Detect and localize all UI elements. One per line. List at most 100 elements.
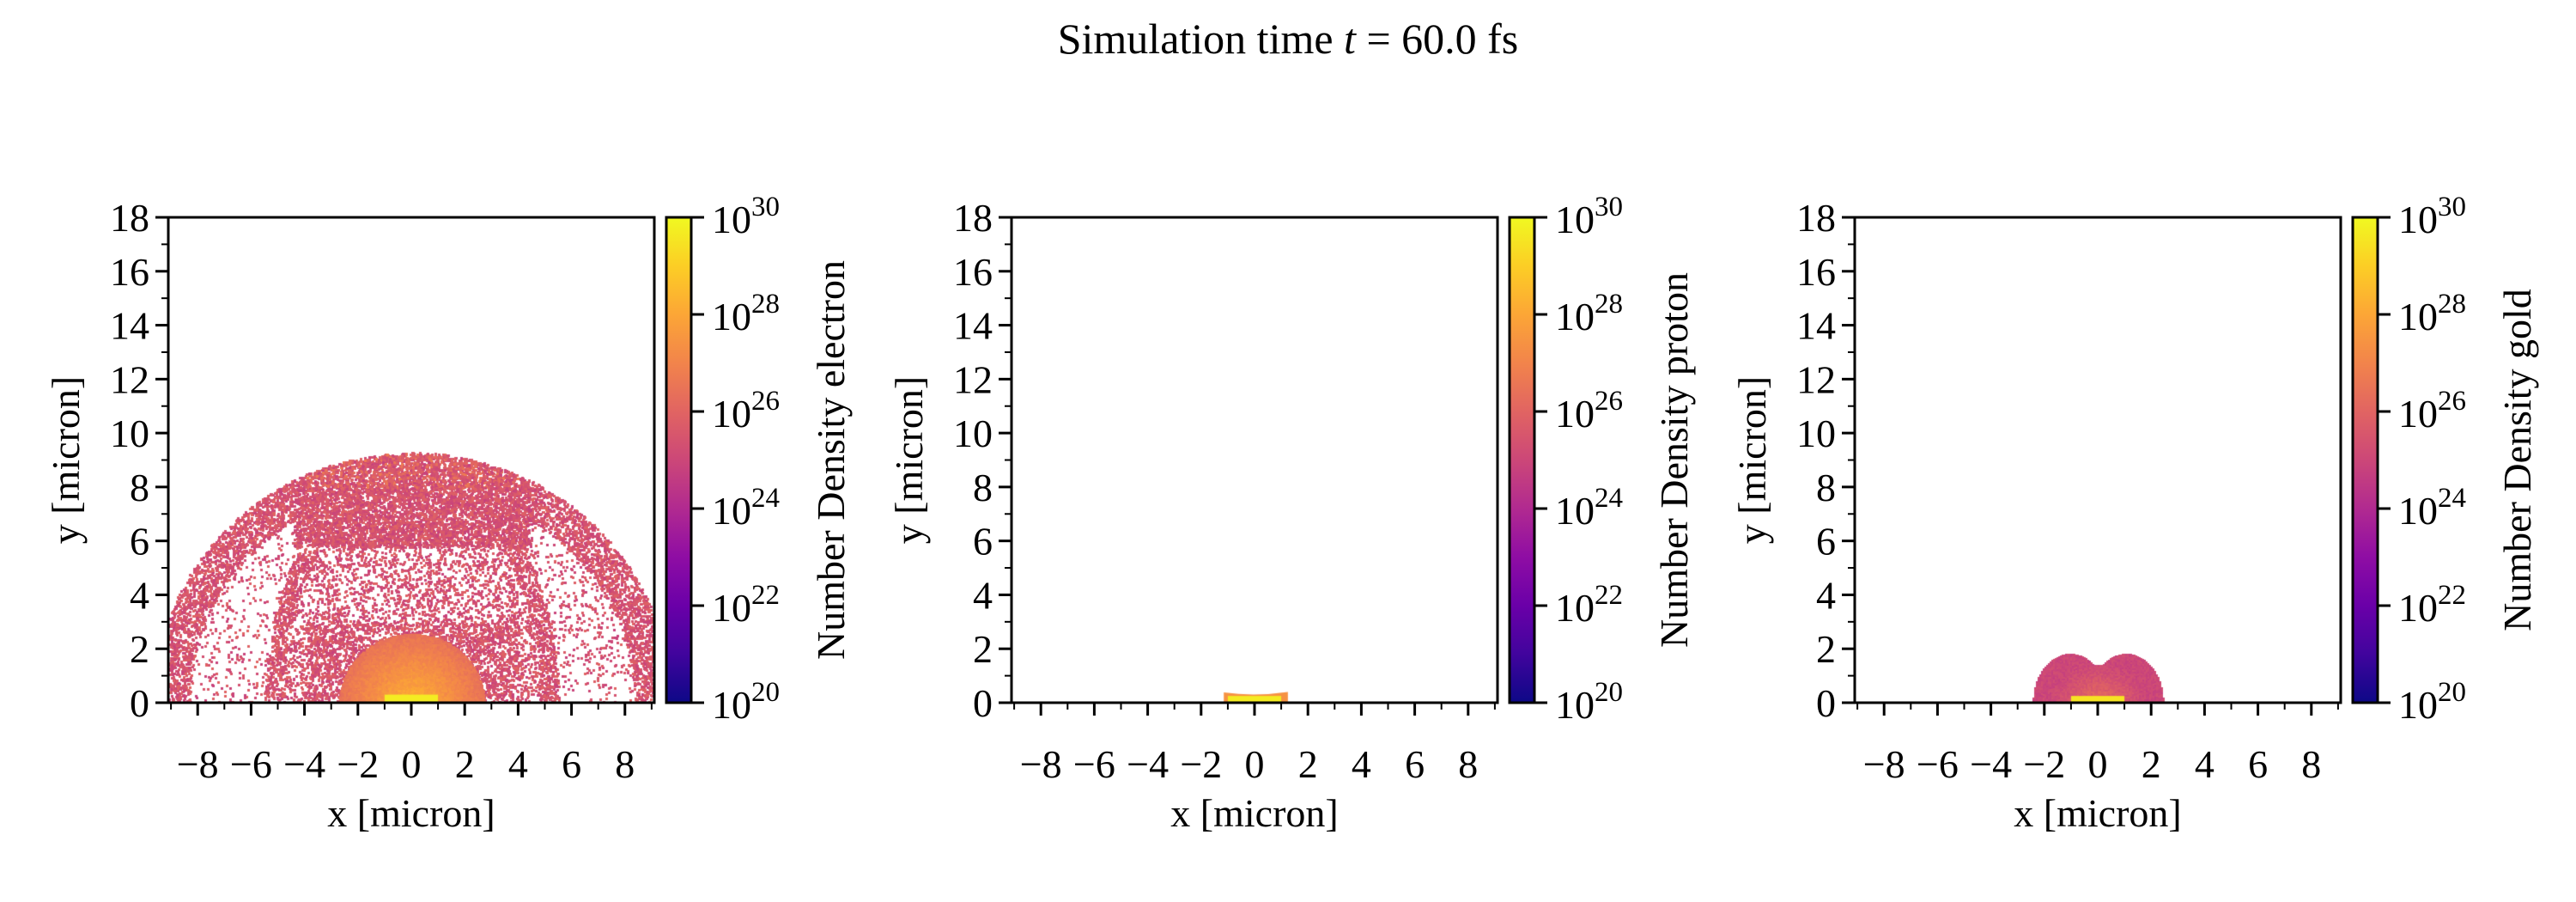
x-tick-label: −6 <box>1917 742 1959 786</box>
colorbar-tick-label: 1022 <box>2398 580 2466 630</box>
y-tick-label: 16 <box>110 250 149 294</box>
colorbar-tick-base: 10 <box>712 683 751 727</box>
colorbar-tick-label: 1026 <box>712 386 780 436</box>
y-tick-label: 14 <box>953 304 993 348</box>
colorbar-tick-label: 1020 <box>2398 677 2466 727</box>
colorbar-tick-exponent: 22 <box>1595 580 1623 611</box>
colorbar-tick-base: 10 <box>1555 198 1595 241</box>
figure-title: Simulation time t = 60.0 fs <box>1058 15 1519 63</box>
colorbar-tick-exponent: 26 <box>1595 386 1623 417</box>
proton-density-map <box>1012 217 1498 703</box>
colorbar-tick-base: 10 <box>712 198 751 241</box>
y-tick-label: 10 <box>110 411 149 455</box>
y-axis-label: y [micron] <box>1730 376 1774 544</box>
colorbar-tick-base: 10 <box>712 392 751 436</box>
colorbar-tick-label: 1022 <box>712 580 780 630</box>
y-tick-label: 16 <box>1796 250 1836 294</box>
colorbar-tick-exponent: 24 <box>2438 483 2466 514</box>
x-tick-label: −2 <box>1180 742 1222 786</box>
x-tick-label: −4 <box>1970 742 2012 786</box>
colorbar-tick-base: 10 <box>1555 489 1595 533</box>
x-tick-label: 8 <box>615 742 635 786</box>
colorbar-tick-base: 10 <box>2398 295 2438 338</box>
colorbar-tick-exponent: 22 <box>751 580 780 611</box>
colorbar-tick-exponent: 30 <box>1595 192 1623 222</box>
y-tick-label: 14 <box>110 304 149 348</box>
colorbar-tick-exponent: 20 <box>751 677 780 708</box>
electron-density-map <box>168 217 654 703</box>
y-tick-label: 2 <box>973 627 993 671</box>
colorbar-tick-label: 1020 <box>1555 677 1623 727</box>
colorbar-label: Number Density gold <box>2495 289 2539 631</box>
colorbar-tick-base: 10 <box>2398 586 2438 630</box>
title-prefix: Simulation time <box>1058 15 1344 63</box>
x-tick-label: 4 <box>1352 742 1371 786</box>
x-axis-label: x [micron] <box>327 791 495 835</box>
x-tick-label: 2 <box>455 742 475 786</box>
x-tick-label: 8 <box>1458 742 1478 786</box>
y-tick-label: 16 <box>953 250 993 294</box>
colorbar-tick-label: 1030 <box>712 192 780 241</box>
y-tick-label: 18 <box>1796 196 1836 240</box>
colorbar-tick-label: 1030 <box>2398 192 2466 241</box>
axes-frame <box>1853 216 2342 704</box>
colorbar-tick-base: 10 <box>1555 586 1595 630</box>
colorbar-tick-base: 10 <box>1555 683 1595 727</box>
y-tick-label: 6 <box>130 520 149 564</box>
colorbar-tick-exponent: 20 <box>2438 677 2466 708</box>
y-tick-label: 14 <box>1796 304 1836 348</box>
colorbar-tick-base: 10 <box>712 586 751 630</box>
y-tick-label: 18 <box>110 196 149 240</box>
x-tick-label: −2 <box>337 742 379 786</box>
x-tick-label: 4 <box>508 742 528 786</box>
axes-frame <box>1010 216 1499 704</box>
colorbar-tick-exponent: 30 <box>2438 192 2466 222</box>
colorbar-tick-label: 1024 <box>2398 483 2466 533</box>
colorbar-tick-label: 1026 <box>2398 386 2466 436</box>
x-tick-label: 0 <box>402 742 422 786</box>
y-tick-label: 6 <box>1816 520 1836 564</box>
colorbar-tick-exponent: 24 <box>751 483 780 514</box>
title-variable: t <box>1344 15 1357 63</box>
colorbar <box>1508 216 1536 704</box>
colorbar-tick-base: 10 <box>712 295 751 338</box>
colorbar-tick-exponent: 28 <box>751 289 780 320</box>
x-axis-label: x [micron] <box>2014 791 2181 835</box>
y-tick-label: 12 <box>110 357 149 401</box>
colorbar-tick-label: 1024 <box>712 483 780 533</box>
colorbar-tick-exponent: 28 <box>2438 289 2466 320</box>
x-axis-label: x [micron] <box>1170 791 1338 835</box>
colorbar-tick-exponent: 20 <box>1595 677 1623 708</box>
y-tick-label: 12 <box>953 357 993 401</box>
x-tick-label: 2 <box>1298 742 1318 786</box>
colorbar-tick-label: 1020 <box>712 677 780 727</box>
x-tick-label: 0 <box>1245 742 1265 786</box>
y-tick-label: 0 <box>973 681 993 725</box>
x-tick-label: −4 <box>283 742 325 786</box>
x-tick-label: −8 <box>177 742 219 786</box>
x-tick-label: −6 <box>230 742 272 786</box>
colorbar-tick-exponent: 26 <box>2438 386 2466 417</box>
y-tick-label: 8 <box>973 466 993 509</box>
colorbar-label: Number Density proton <box>1652 272 1696 648</box>
x-tick-label: −8 <box>1020 742 1062 786</box>
colorbar-tick-label: 1030 <box>1555 192 1623 241</box>
colorbar <box>2351 216 2379 704</box>
gold-density-map <box>1855 217 2341 703</box>
y-tick-label: 8 <box>1816 466 1836 509</box>
y-tick-label: 18 <box>953 196 993 240</box>
colorbar-tick-label: 1026 <box>1555 386 1623 436</box>
y-tick-label: 12 <box>1796 357 1836 401</box>
colorbar-tick-label: 1028 <box>1555 289 1623 338</box>
y-axis-label: y [micron] <box>44 376 88 544</box>
y-tick-label: 4 <box>973 573 993 617</box>
x-tick-label: −8 <box>1863 742 1905 786</box>
colorbar-tick-label: 1024 <box>1555 483 1623 533</box>
colorbar-tick-exponent: 30 <box>751 192 780 222</box>
y-tick-label: 10 <box>953 411 993 455</box>
x-tick-label: 6 <box>562 742 581 786</box>
x-tick-label: −2 <box>2023 742 2065 786</box>
